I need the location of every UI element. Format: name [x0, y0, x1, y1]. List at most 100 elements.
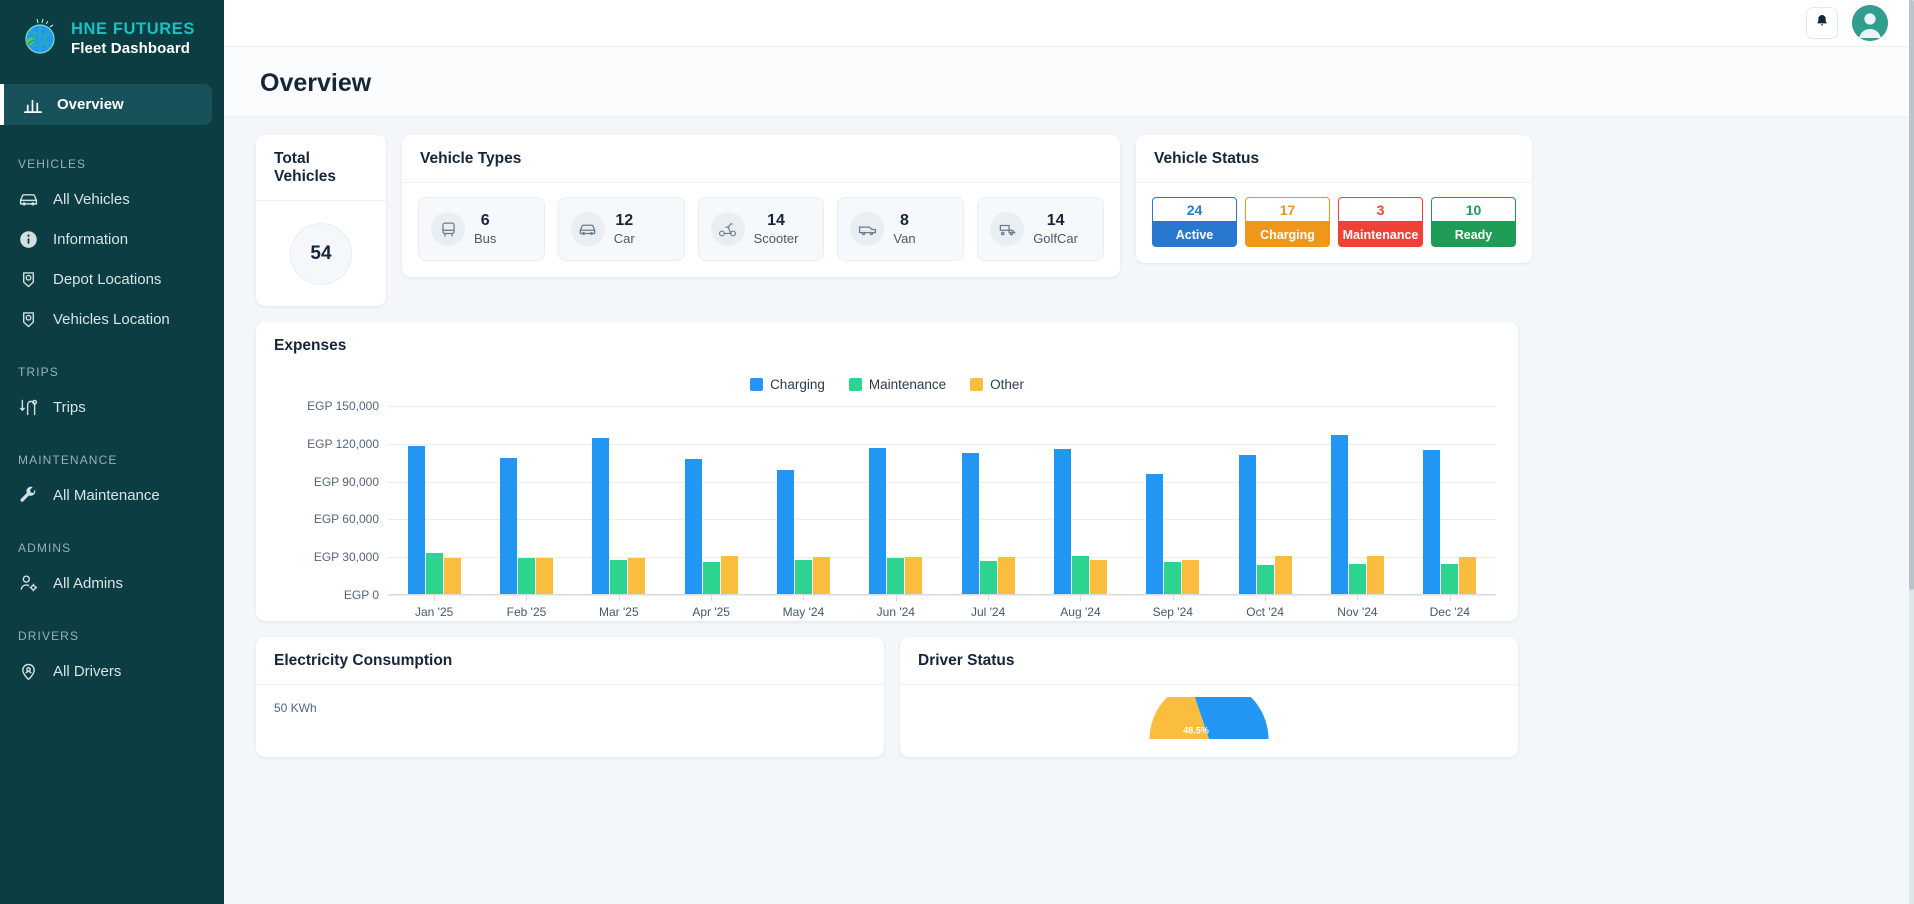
sidebar-item-all-admins[interactable]: All Admins	[0, 563, 224, 603]
bar-maintenance[interactable]	[425, 553, 443, 595]
vehicle-types-body: 6 Bus 12 Car	[402, 183, 1120, 277]
card-header: Driver Status	[900, 637, 1518, 685]
bar-group[interactable]	[1404, 406, 1496, 595]
sidebar-item-all-vehicles[interactable]: All Vehicles	[0, 179, 224, 219]
status-maintenance[interactable]: 3 Maintenance	[1338, 197, 1423, 247]
bar-other[interactable]	[905, 557, 923, 595]
bar-other[interactable]	[1089, 559, 1107, 595]
notifications-button[interactable]	[1806, 7, 1838, 39]
bar-charging[interactable]	[1053, 448, 1071, 595]
electricity-axis-tick: 50 KWh	[274, 701, 317, 715]
bar-maintenance[interactable]	[1071, 555, 1089, 595]
scooter-icon	[710, 212, 745, 246]
bar-charging[interactable]	[1146, 474, 1164, 595]
scrollbar-track[interactable]	[1909, 0, 1914, 904]
bar-charging[interactable]	[1238, 455, 1256, 595]
brand-title: HNE FUTURES	[71, 20, 195, 39]
bar-charging[interactable]	[776, 470, 794, 595]
scrollbar-thumb[interactable]	[1909, 0, 1914, 590]
bar-group[interactable]	[573, 406, 665, 595]
sidebar-item-all-drivers[interactable]: All Drivers	[0, 651, 224, 691]
status-label: Ready	[1431, 222, 1516, 247]
vehicle-type-bus[interactable]: 6 Bus	[418, 197, 545, 261]
bar-charging[interactable]	[499, 457, 517, 595]
sidebar-item-overview[interactable]: Overview	[0, 84, 212, 125]
legend-item-maintenance[interactable]: Maintenance	[848, 377, 946, 392]
sidebar-item-trips[interactable]: Trips	[0, 387, 224, 427]
brand[interactable]: HNE FUTURES Fleet Dashboard	[0, 0, 224, 76]
bar-maintenance[interactable]	[979, 560, 997, 595]
bar-other[interactable]	[997, 557, 1015, 595]
bar-group[interactable]	[388, 406, 480, 595]
bar-group[interactable]	[942, 406, 1034, 595]
bar-other[interactable]	[812, 557, 830, 595]
vehicle-type-van[interactable]: 8 Van	[837, 197, 965, 261]
status-charging[interactable]: 17 Charging	[1245, 197, 1330, 247]
status-active[interactable]: 24 Active	[1152, 197, 1237, 247]
bar-maintenance[interactable]	[1348, 563, 1366, 595]
gridline	[388, 406, 1496, 407]
bar-maintenance[interactable]	[610, 559, 628, 595]
sidebar-item-all-maintenance[interactable]: All Maintenance	[0, 475, 224, 515]
vehicle-type-golfcar[interactable]: 14 GolfCar	[977, 197, 1104, 261]
bar-group[interactable]	[480, 406, 572, 595]
sidebar-item-label: Trips	[53, 398, 86, 416]
gridline	[388, 481, 1496, 483]
bar-maintenance[interactable]	[1164, 562, 1182, 595]
x-axis-tick-label: May '24	[757, 595, 849, 621]
legend-item-charging[interactable]: Charging	[750, 377, 825, 392]
sidebar-item-depot-locations[interactable]: Depot Locations	[0, 259, 224, 299]
content: Total Vehicles 54 Vehicle Types	[224, 117, 1914, 757]
card-title: Driver Status	[918, 652, 1015, 669]
bottom-row: Electricity Consumption 50 KWh Driver St…	[256, 637, 1884, 757]
bar-other[interactable]	[628, 558, 646, 595]
bar-charging[interactable]	[592, 437, 610, 595]
bar-group[interactable]	[665, 406, 757, 595]
vehicle-type-count: 6	[480, 211, 490, 229]
bar-other[interactable]	[1366, 555, 1384, 595]
bar-other[interactable]	[1182, 559, 1200, 595]
sidebar-item-label: Depot Locations	[53, 270, 162, 288]
x-axis-ticks: Jan '25 Feb '25 Mar '25 Apr '25 May '24 Jun '…	[388, 595, 1496, 621]
bar-other[interactable]	[535, 558, 553, 595]
bar-charging[interactable]	[684, 458, 702, 595]
legend-swatch	[750, 378, 764, 391]
bar-group[interactable]	[1219, 406, 1311, 595]
sidebar-item-information[interactable]: Information	[0, 219, 224, 259]
bar-maintenance[interactable]	[517, 558, 535, 595]
bar-group[interactable]	[1034, 406, 1126, 595]
status-ready[interactable]: 10 Ready	[1431, 197, 1516, 247]
sidebar-item-label: Information	[53, 230, 129, 248]
legend-item-other[interactable]: Other	[970, 377, 1024, 392]
bar-maintenance[interactable]	[1441, 563, 1459, 595]
bar-other[interactable]	[443, 558, 461, 595]
bar-charging[interactable]	[961, 452, 979, 595]
plot-inner: EGP 0 EGP 30,000 EGP 60,000 EGP 90,000 EGP 1…	[307, 399, 1496, 602]
bar-other[interactable]	[1459, 557, 1477, 595]
bar-maintenance[interactable]	[887, 558, 905, 595]
bar-other[interactable]	[1274, 555, 1292, 595]
bar-charging[interactable]	[1330, 434, 1348, 595]
vehicle-type-label: Car	[613, 230, 635, 246]
x-axis-line	[388, 594, 1496, 595]
sidebar-item-vehicles-location[interactable]: Vehicles Location	[0, 299, 224, 339]
bar-group[interactable]	[850, 406, 942, 595]
vehicle-type-car[interactable]: 12 Car	[557, 197, 685, 261]
bar-maintenance[interactable]	[1256, 564, 1274, 595]
bar-charging[interactable]	[407, 446, 425, 595]
sidebar-section-maintenance: MAINTENANCE	[18, 453, 118, 467]
bar-maintenance[interactable]	[794, 559, 812, 595]
bar-charging[interactable]	[1423, 450, 1441, 595]
bar-other[interactable]	[720, 555, 738, 595]
vehicle-type-scooter[interactable]: 14 Scooter	[697, 197, 825, 261]
avatar[interactable]	[1852, 5, 1888, 41]
total-vehicles-body: 54	[256, 201, 386, 306]
bar-maintenance[interactable]	[702, 562, 720, 595]
bar-group[interactable]	[757, 406, 849, 595]
bar-group[interactable]	[1311, 406, 1403, 595]
x-axis-tick-label: Dec '24	[1404, 595, 1496, 621]
bar-group[interactable]	[1127, 406, 1219, 595]
bar-charging[interactable]	[869, 447, 887, 595]
status-label: Maintenance	[1338, 222, 1423, 247]
